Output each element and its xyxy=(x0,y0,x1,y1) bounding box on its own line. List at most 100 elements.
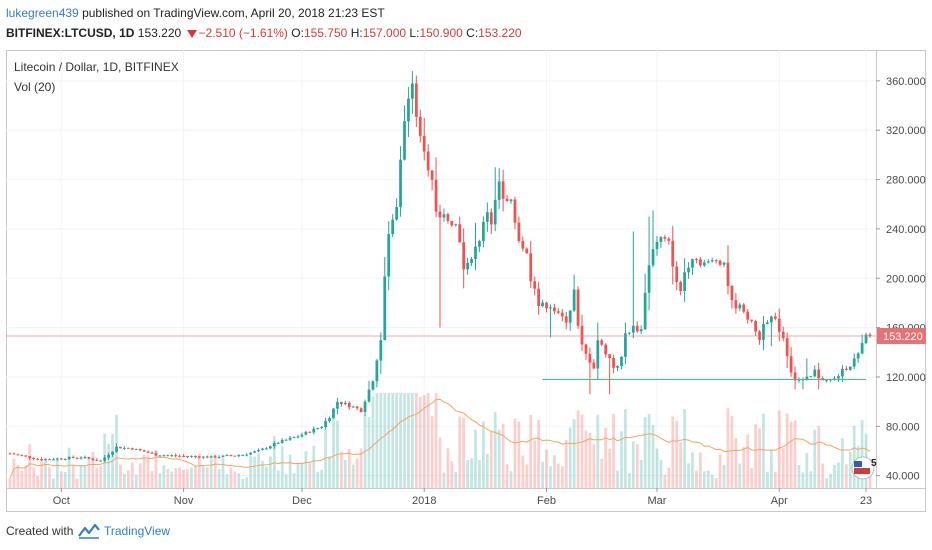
candle-body xyxy=(592,362,596,369)
candle-body xyxy=(265,448,268,450)
volume-bar xyxy=(178,467,182,488)
chart-header: lukegreen439 published on TradingView.co… xyxy=(0,0,932,50)
volume-bar xyxy=(612,413,615,488)
candle-body xyxy=(99,460,103,462)
volume-bar xyxy=(560,466,564,488)
volume-bar xyxy=(702,471,706,488)
volume-bar xyxy=(276,470,280,488)
volume-bar xyxy=(852,425,856,488)
candle-body xyxy=(497,181,501,200)
candle-body xyxy=(87,457,91,459)
candle-body xyxy=(663,237,667,239)
volume-bar xyxy=(308,461,312,488)
candle-body xyxy=(635,325,639,332)
volume-bar xyxy=(339,451,343,488)
candle-body xyxy=(568,310,572,323)
volume-bar xyxy=(746,434,750,488)
candle-body xyxy=(604,344,608,355)
candle-body xyxy=(111,451,114,455)
volume-bar xyxy=(241,478,245,488)
candle-body xyxy=(312,428,316,433)
candle-body xyxy=(588,353,592,363)
volume-bar xyxy=(588,432,592,488)
volume-bar xyxy=(620,431,623,488)
volume-bar xyxy=(722,464,726,488)
volume-bar xyxy=(158,473,162,488)
close-label: C: xyxy=(466,26,479,40)
volume-bar xyxy=(83,465,87,488)
last-price-tag: 153.220 xyxy=(877,327,927,344)
volume-bar xyxy=(391,393,395,488)
candle-body xyxy=(549,307,552,309)
candle-body xyxy=(627,332,631,334)
volume-bar xyxy=(63,472,67,488)
candle-body xyxy=(553,307,556,312)
candle-body xyxy=(257,450,260,452)
time-axis[interactable]: Oct Nov Dec 2018 Feb Mar Apr 23 xyxy=(53,488,872,507)
candle-body xyxy=(32,457,36,459)
candle-body xyxy=(485,212,489,222)
down-triangle-icon xyxy=(186,29,197,38)
price-chart[interactable]: 40.00080.000120.000160.000200.000240.000… xyxy=(6,50,927,512)
author-link[interactable]: lukegreen439 xyxy=(6,6,79,20)
candle-body xyxy=(343,402,347,405)
candle-body xyxy=(856,353,860,359)
candle-body xyxy=(683,272,686,291)
candle-body xyxy=(288,437,292,440)
volume-bar xyxy=(655,448,659,488)
volume-bar xyxy=(55,459,59,488)
volume-bar xyxy=(777,410,781,488)
candle-body xyxy=(620,356,623,366)
volume-bar xyxy=(44,457,47,488)
candle-body xyxy=(395,207,398,220)
candle-body xyxy=(537,288,541,307)
candle-body xyxy=(430,170,434,180)
volume-bar xyxy=(138,463,142,488)
events-flag-icon[interactable]: 5 xyxy=(851,456,877,480)
volume-bar xyxy=(710,474,714,488)
volume-bar xyxy=(16,465,20,488)
candle-body xyxy=(225,455,229,457)
candle-body xyxy=(201,456,205,458)
events-count: 5 xyxy=(871,458,877,469)
volume-bar xyxy=(407,393,410,488)
candle-body xyxy=(83,457,87,459)
volume-bar xyxy=(355,458,359,488)
candle-body xyxy=(564,316,568,323)
tradingview-logo-icon[interactable] xyxy=(78,522,100,540)
price-tag-box xyxy=(877,327,927,344)
candle-body xyxy=(470,259,473,263)
candle-body xyxy=(730,286,734,301)
volume-bar xyxy=(249,456,253,488)
volume-bar xyxy=(647,414,651,488)
volume-bar xyxy=(426,393,430,488)
candle-body xyxy=(813,369,817,377)
candle-body xyxy=(596,340,600,369)
low-value: 150.900 xyxy=(419,26,463,40)
candle-body xyxy=(186,455,189,457)
volume-bar xyxy=(687,463,690,488)
candle-body xyxy=(387,234,391,277)
chart-area[interactable]: 40.00080.000120.000160.000200.000240.000… xyxy=(6,50,927,512)
candle-body xyxy=(328,418,331,422)
candle-body xyxy=(785,338,789,357)
price-axis[interactable]: 40.00080.000120.000160.000200.000240.000… xyxy=(876,76,926,483)
price-tag-text: 153.220 xyxy=(883,331,923,343)
y-tick-label: 80.000 xyxy=(886,421,920,433)
candle-body xyxy=(355,406,359,409)
candle-body xyxy=(300,434,304,437)
candle-body xyxy=(560,312,564,317)
volume-bar xyxy=(766,471,769,488)
candle-body xyxy=(667,238,671,241)
volume-bar xyxy=(600,458,604,488)
tradingview-link[interactable]: TradingView xyxy=(104,524,171,538)
x-tick-label: Mar xyxy=(647,495,666,507)
volume-bar xyxy=(482,421,485,488)
volume-bar xyxy=(312,445,316,488)
candle-body xyxy=(710,260,714,262)
volume-bar xyxy=(801,472,805,488)
volume-bar xyxy=(288,454,292,488)
candle-body xyxy=(773,316,777,319)
candle-body xyxy=(576,289,580,326)
high-value: 157.000 xyxy=(362,26,407,40)
